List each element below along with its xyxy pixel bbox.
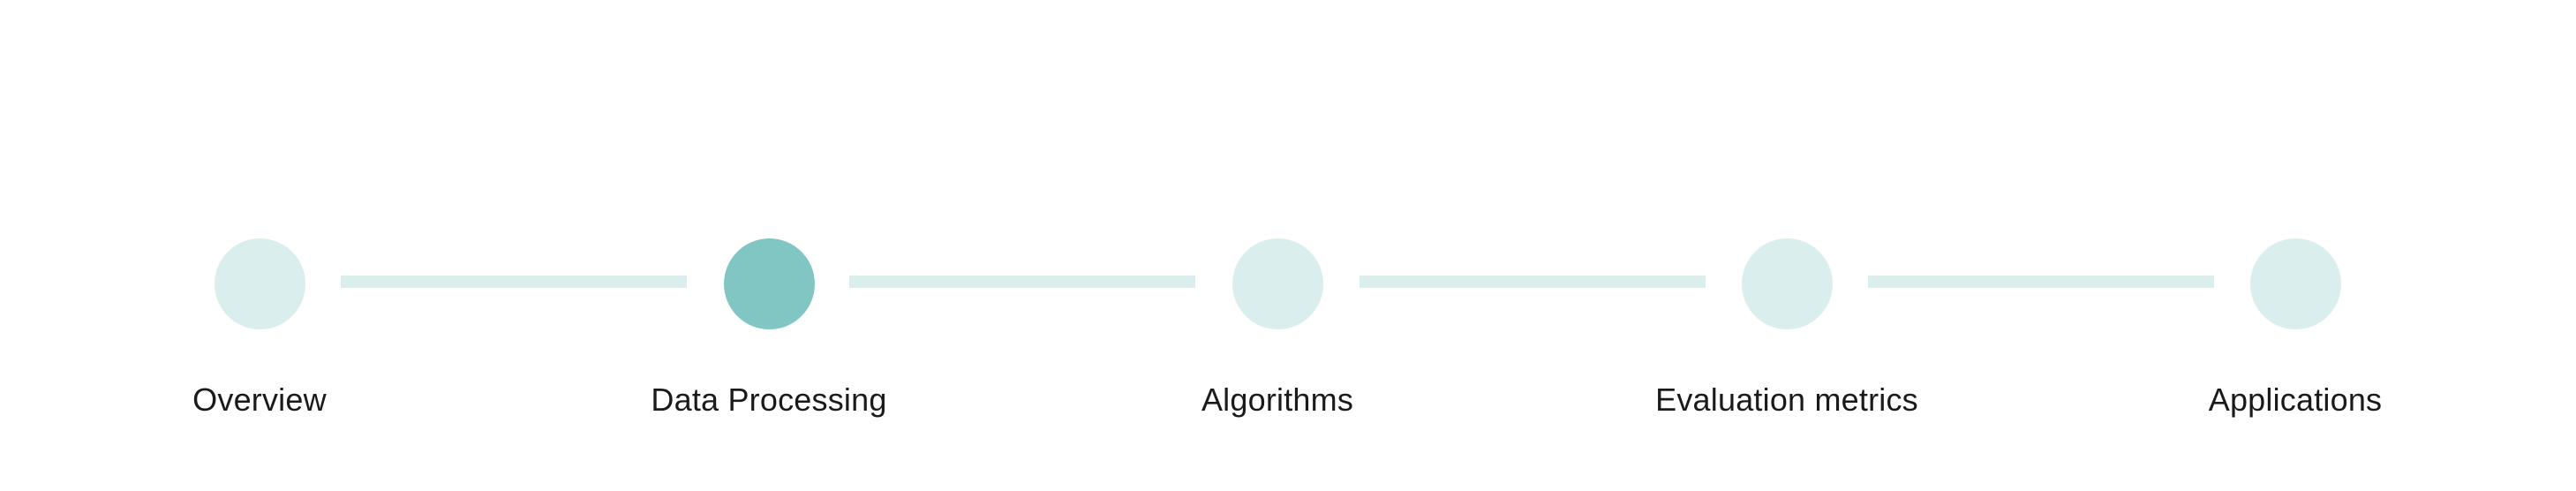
step-connector [849, 276, 1195, 288]
step-evaluation-metrics[interactable]: Evaluation metrics [1601, 238, 1972, 418]
step-label: Overview [192, 381, 327, 418]
step-algorithms[interactable]: Algorithms [1092, 238, 1463, 418]
step-indicator-dot [214, 238, 305, 329]
step-label: Algorithms [1201, 381, 1354, 418]
step-connector [1360, 276, 1706, 288]
step-overview[interactable]: Overview [74, 238, 445, 418]
step-applications[interactable]: Applications [2110, 238, 2481, 418]
step-label: Evaluation metrics [1655, 381, 1918, 418]
step-data-processing[interactable]: Data Processing [584, 238, 954, 418]
step-indicator-dot [1232, 238, 1323, 329]
step-indicator-dot [1741, 238, 1833, 329]
step-connector [341, 276, 687, 288]
step-indicator-dot [723, 238, 815, 329]
step-label: Applications [2208, 381, 2383, 418]
step-connector [1868, 276, 2214, 288]
step-label: Data Processing [651, 381, 887, 418]
step-indicator-dot [2249, 238, 2341, 329]
